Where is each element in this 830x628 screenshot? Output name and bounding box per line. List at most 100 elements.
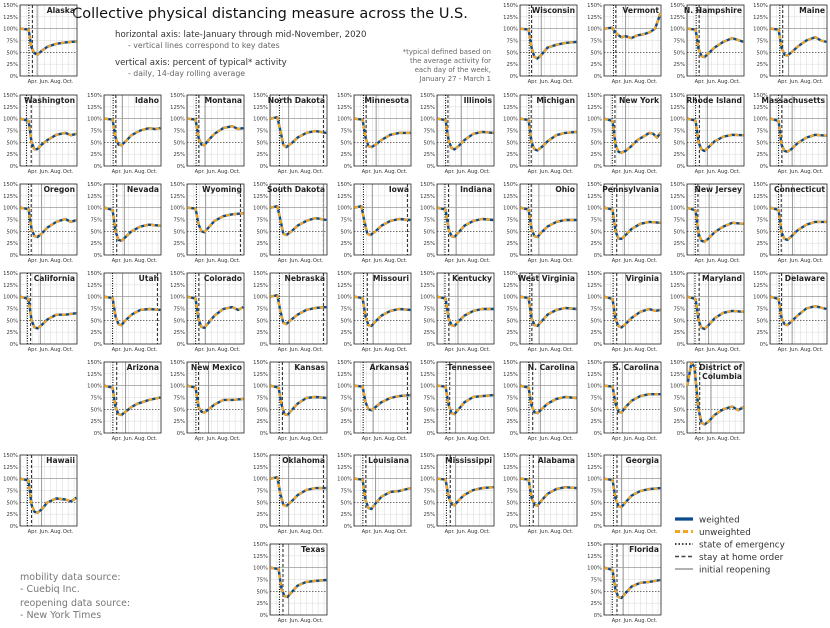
state-name-label: Arizona <box>127 363 159 372</box>
x-tick-label: Aug. <box>300 258 312 264</box>
unweighted-series-line <box>520 206 577 239</box>
state-name-label: Oklahoma <box>282 456 325 465</box>
x-tick-label: Aug. <box>134 258 146 264</box>
y-tick-label: 0% <box>510 253 518 259</box>
y-tick-label: 125% <box>337 465 352 471</box>
unweighted-series-line <box>604 477 661 509</box>
y-tick-label: 0% <box>677 431 685 437</box>
x-tick-label: Jun. <box>623 529 634 535</box>
y-tick-label: 25% <box>256 419 268 425</box>
state-name-label: Nevada <box>127 185 159 194</box>
y-tick-label: 125% <box>670 194 685 200</box>
y-tick-label: 125% <box>3 283 18 289</box>
y-tick-label: 50% <box>256 500 268 506</box>
state-name-label: Montana <box>205 96 242 105</box>
y-tick-label: 125% <box>420 372 435 378</box>
y-tick-label: 100% <box>170 206 185 212</box>
unweighted-series-line <box>354 117 411 149</box>
unweighted-series-line <box>187 384 244 414</box>
state-name-label: Texas <box>301 545 325 554</box>
y-tick-label: 150% <box>753 3 768 9</box>
x-tick-label: Apr. <box>195 169 205 175</box>
y-tick-label: 50% <box>6 318 18 324</box>
y-tick-label: 50% <box>173 229 185 235</box>
x-tick-label: Apr. <box>112 169 122 175</box>
y-tick-label: 75% <box>90 307 102 313</box>
y-tick-label: 100% <box>3 27 18 33</box>
y-tick-label: 75% <box>590 489 602 495</box>
y-tick-label: 25% <box>590 512 602 518</box>
y-tick-label: 100% <box>420 384 435 390</box>
y-tick-label: 50% <box>590 140 602 146</box>
state-name-label: Tennessee <box>447 363 492 372</box>
y-tick-label: 50% <box>756 140 768 146</box>
y-tick-label: 0% <box>260 164 268 170</box>
x-tick-label: Apr. <box>195 436 205 442</box>
y-tick-label: 25% <box>673 330 685 336</box>
state-name-label: Washington <box>24 96 75 105</box>
y-tick-label: 125% <box>670 15 685 21</box>
panel-frame <box>769 272 828 345</box>
panel-frame <box>519 4 578 77</box>
footnote-line-4: January 27 - March 1 <box>418 75 491 83</box>
unweighted-series-line <box>437 295 494 328</box>
y-tick-label: 25% <box>756 241 768 247</box>
y-tick-label: 150% <box>337 453 352 459</box>
y-tick-label: 25% <box>590 330 602 336</box>
state-name-label: Mississippi <box>445 456 492 465</box>
y-tick-label: 150% <box>420 271 435 277</box>
state-name-label: New Jersey <box>694 185 742 194</box>
y-tick-label: 75% <box>506 489 518 495</box>
x-tick-label: Apr. <box>695 258 705 264</box>
state-name-label: Maine <box>799 6 825 15</box>
y-tick-label: 50% <box>506 407 518 413</box>
y-tick-label: 50% <box>423 318 435 324</box>
unweighted-series-line <box>437 117 494 151</box>
y-tick-label: 0% <box>344 342 352 348</box>
y-tick-label: 50% <box>506 50 518 56</box>
y-tick-label: 150% <box>3 182 18 188</box>
y-tick-label: 75% <box>6 218 18 224</box>
y-tick-label: 125% <box>670 283 685 289</box>
y-tick-label: 150% <box>253 360 268 366</box>
state-panel-hawaii: 0% 25% 50% 75% 100% 125% 150% Apr. Jun. Aug. Oct. H… <box>3 453 78 535</box>
x-tick-label: Aug. <box>217 436 229 442</box>
y-tick-label: 125% <box>87 372 102 378</box>
panel-frame <box>603 94 662 167</box>
y-tick-label: 150% <box>337 93 352 99</box>
y-tick-label: 25% <box>256 512 268 518</box>
x-tick-label: Oct. <box>63 258 74 264</box>
x-tick-label: Jun. <box>206 169 217 175</box>
y-tick-label: 100% <box>503 295 518 301</box>
x-tick-label: Jun. <box>39 258 50 264</box>
x-tick-label: Apr. <box>528 169 538 175</box>
state-name-label: Maryland <box>702 274 742 283</box>
unweighted-series-line <box>20 117 77 151</box>
unweighted-series-line <box>354 295 411 328</box>
y-tick-label: 75% <box>423 489 435 495</box>
x-tick-label: Aug. <box>717 347 729 353</box>
state-panel-maine: 0% 25% 50% 75% 100% 125% 150% Apr. Jun. Aug. Oct. M… <box>753 3 828 85</box>
x-tick-label: Apr. <box>112 436 122 442</box>
x-tick-label: Oct. <box>230 169 241 175</box>
y-tick-label: 50% <box>673 407 685 413</box>
y-tick-label: 125% <box>587 372 602 378</box>
state-name-label: District of <box>699 363 742 372</box>
y-tick-label: 75% <box>90 396 102 402</box>
x-tick-label: Jun. <box>373 436 384 442</box>
y-tick-label: 150% <box>420 182 435 188</box>
y-tick-label: 125% <box>587 194 602 200</box>
x-tick-label: Oct. <box>63 79 74 85</box>
x-tick-label: Aug. <box>550 79 562 85</box>
y-tick-label: 125% <box>753 105 768 111</box>
y-tick-label: 25% <box>590 601 602 607</box>
x-tick-label: Aug. <box>467 169 479 175</box>
state-name-label: Idaho <box>135 96 159 105</box>
x-tick-label: Jun. <box>456 169 467 175</box>
y-tick-label: 75% <box>256 396 268 402</box>
y-tick-label: 75% <box>340 396 352 402</box>
unweighted-series-line <box>20 206 77 239</box>
state-name-label: Connecticut <box>774 185 825 194</box>
x-tick-label: Aug. <box>467 258 479 264</box>
panel-frame <box>603 272 662 345</box>
